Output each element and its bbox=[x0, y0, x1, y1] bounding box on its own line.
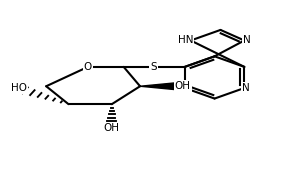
Text: S: S bbox=[150, 62, 157, 72]
Text: N: N bbox=[243, 36, 251, 45]
Text: OH: OH bbox=[104, 123, 120, 133]
Text: HN: HN bbox=[178, 36, 193, 45]
Text: HO: HO bbox=[11, 83, 27, 93]
Text: N: N bbox=[242, 83, 250, 93]
Text: N: N bbox=[179, 83, 187, 93]
Polygon shape bbox=[140, 82, 180, 90]
Text: OH: OH bbox=[175, 81, 191, 91]
Text: O: O bbox=[84, 62, 92, 72]
